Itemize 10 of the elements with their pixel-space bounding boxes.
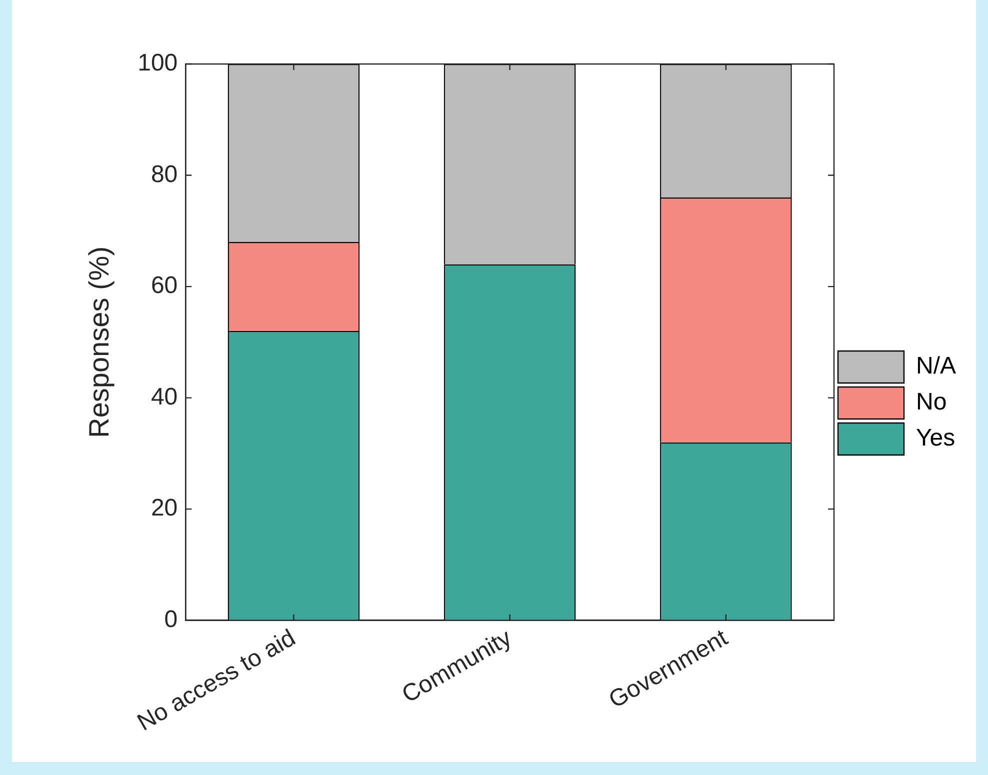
y-axis-title: Responses (%) [84,246,115,438]
legend-label: No [916,388,947,416]
y-tick-label: 60 [150,272,178,300]
y-tick-label: 40 [150,383,178,410]
legend-label: Yes [916,424,956,452]
y-tick-label: 20 [150,494,178,522]
y-tick-label: 0 [164,606,178,633]
legend-label: N/A [916,352,956,380]
y-tick-label: 80 [150,160,178,188]
y-tick-label: 100 [138,50,178,77]
